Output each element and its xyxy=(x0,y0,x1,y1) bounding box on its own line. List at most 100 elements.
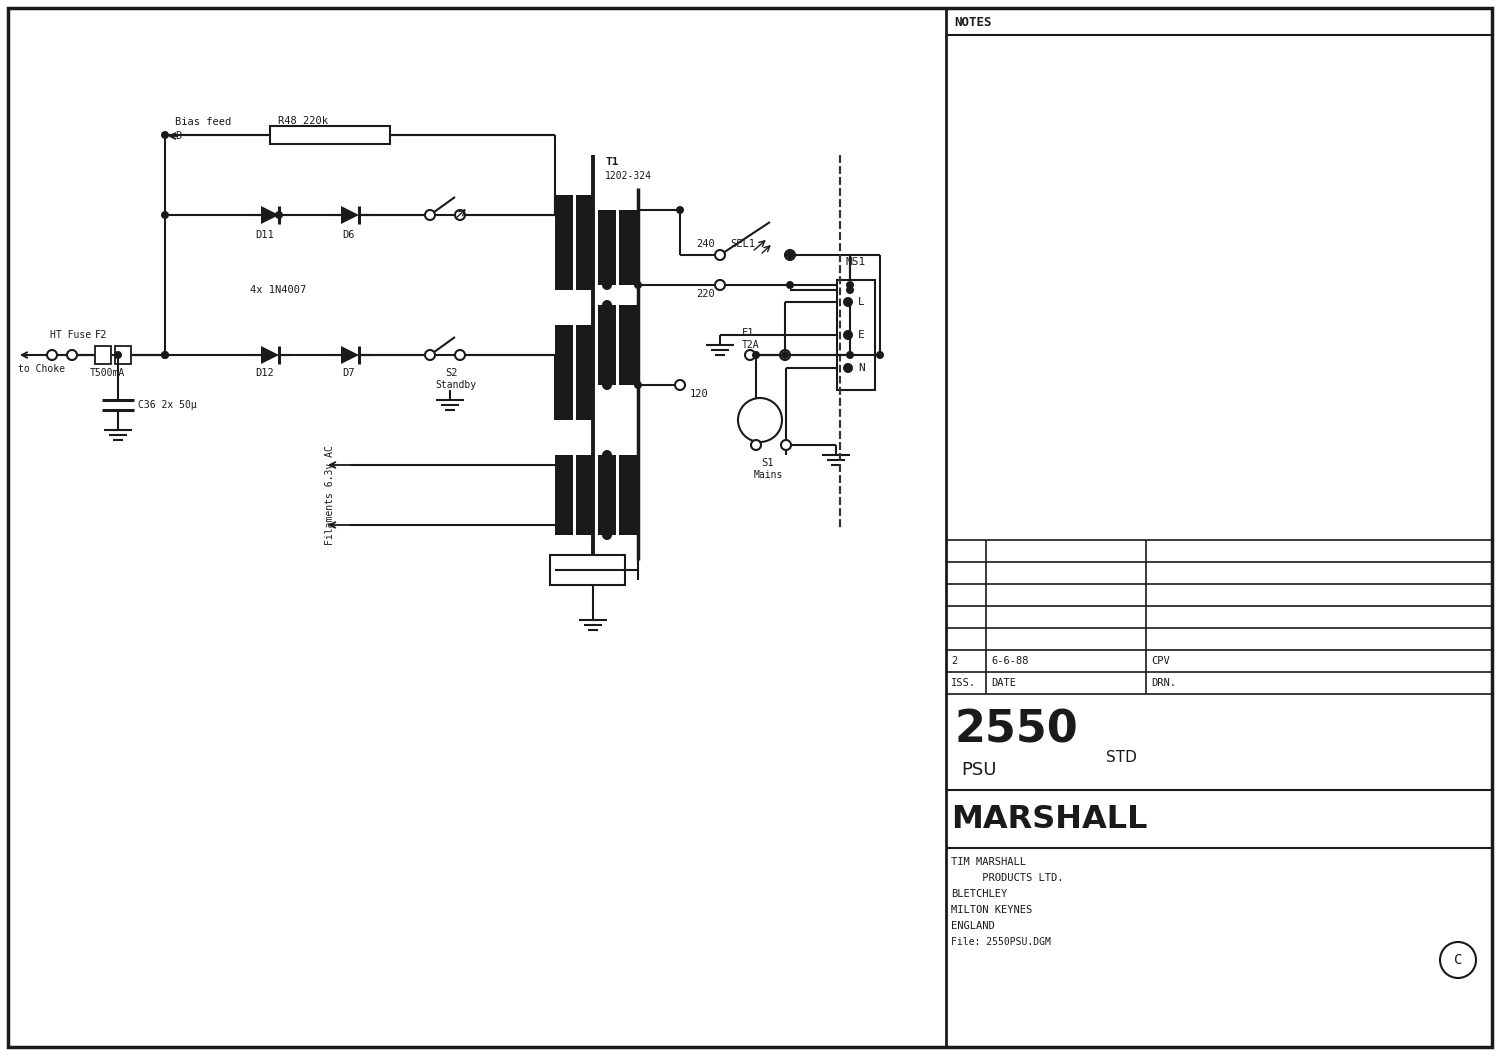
Bar xyxy=(270,126,390,143)
Circle shape xyxy=(634,281,642,289)
Bar xyxy=(550,555,626,586)
Text: C: C xyxy=(1454,953,1462,967)
Text: S1: S1 xyxy=(760,458,774,468)
Text: PRODUCTS LTD.: PRODUCTS LTD. xyxy=(951,872,1064,883)
Circle shape xyxy=(46,350,57,360)
Text: T2A: T2A xyxy=(742,340,759,350)
Text: D11: D11 xyxy=(255,230,273,239)
Bar xyxy=(94,346,111,364)
Bar xyxy=(576,195,594,290)
Bar xyxy=(576,325,594,420)
Circle shape xyxy=(454,210,465,220)
Circle shape xyxy=(68,350,76,360)
Circle shape xyxy=(786,251,794,258)
Circle shape xyxy=(752,351,760,359)
Circle shape xyxy=(780,350,790,360)
Text: 2550: 2550 xyxy=(954,709,1077,751)
Text: D12: D12 xyxy=(255,368,273,378)
Text: TIM MARSHALL: TIM MARSHALL xyxy=(951,857,1026,867)
Circle shape xyxy=(716,250,724,260)
Circle shape xyxy=(846,286,853,294)
Text: CPV: CPV xyxy=(1150,656,1170,666)
Polygon shape xyxy=(261,206,279,224)
Circle shape xyxy=(746,350,754,360)
Bar xyxy=(598,210,616,285)
Circle shape xyxy=(602,300,612,310)
Text: Mains: Mains xyxy=(754,469,783,480)
Text: F2: F2 xyxy=(94,330,108,340)
Bar xyxy=(116,346,130,364)
Text: Standby: Standby xyxy=(435,380,476,390)
Text: 120: 120 xyxy=(690,389,708,399)
Text: MARSHALL: MARSHALL xyxy=(951,804,1148,835)
Circle shape xyxy=(634,381,642,389)
Text: SEL1: SEL1 xyxy=(730,239,754,249)
Bar xyxy=(598,455,616,535)
Circle shape xyxy=(675,380,686,390)
Text: 240: 240 xyxy=(696,239,714,249)
Circle shape xyxy=(784,250,795,260)
Text: T1: T1 xyxy=(604,157,618,167)
Circle shape xyxy=(876,351,884,359)
Text: ENGLAND: ENGLAND xyxy=(951,921,994,931)
Text: N: N xyxy=(858,363,864,373)
Circle shape xyxy=(676,206,684,214)
Text: 2: 2 xyxy=(951,656,957,666)
Bar xyxy=(555,325,573,420)
Text: C36 2x 50μ: C36 2x 50μ xyxy=(138,400,196,410)
Circle shape xyxy=(738,398,782,442)
Text: D: D xyxy=(176,131,181,141)
Circle shape xyxy=(602,380,612,390)
Text: 1202-324: 1202-324 xyxy=(604,171,652,181)
Circle shape xyxy=(843,330,854,340)
Circle shape xyxy=(160,351,170,359)
Text: S2: S2 xyxy=(446,368,458,378)
Text: MILTON KEYNES: MILTON KEYNES xyxy=(951,905,1032,915)
Circle shape xyxy=(846,281,853,289)
Text: BLETCHLEY: BLETCHLEY xyxy=(951,889,1008,899)
Bar xyxy=(576,455,594,535)
Polygon shape xyxy=(261,346,279,364)
Text: 6-6-88: 6-6-88 xyxy=(992,656,1029,666)
Circle shape xyxy=(114,351,122,359)
Text: F1: F1 xyxy=(742,328,754,338)
Text: Filaments 6.3v AC: Filaments 6.3v AC xyxy=(326,445,334,545)
Circle shape xyxy=(602,450,612,460)
Circle shape xyxy=(716,280,724,290)
Bar xyxy=(620,305,638,385)
Text: File: 2550PSU.DGM: File: 2550PSU.DGM xyxy=(951,937,1052,947)
Circle shape xyxy=(424,350,435,360)
Polygon shape xyxy=(340,346,358,364)
Text: L: L xyxy=(858,298,864,307)
Circle shape xyxy=(160,351,170,359)
Circle shape xyxy=(786,281,794,289)
Bar xyxy=(837,280,874,390)
Circle shape xyxy=(843,298,854,307)
Bar xyxy=(620,455,638,535)
Text: to Choke: to Choke xyxy=(18,364,64,375)
Text: E: E xyxy=(858,330,864,340)
Text: 220: 220 xyxy=(696,289,714,299)
Circle shape xyxy=(160,131,170,139)
Circle shape xyxy=(454,350,465,360)
Text: ISS.: ISS. xyxy=(951,678,976,688)
Circle shape xyxy=(846,351,853,359)
Bar xyxy=(598,305,616,385)
Text: NOTES: NOTES xyxy=(954,16,992,28)
Text: PSU: PSU xyxy=(962,761,996,779)
Circle shape xyxy=(602,280,612,290)
Circle shape xyxy=(1440,942,1476,978)
Text: D7: D7 xyxy=(342,368,354,378)
Bar xyxy=(620,210,638,285)
Text: D6: D6 xyxy=(342,230,354,239)
Circle shape xyxy=(786,251,794,258)
Text: DRN.: DRN. xyxy=(1150,678,1176,688)
Text: STD: STD xyxy=(1106,750,1137,766)
Text: DATE: DATE xyxy=(992,678,1016,688)
Bar xyxy=(555,455,573,535)
Circle shape xyxy=(782,351,789,359)
Circle shape xyxy=(752,440,760,450)
Text: R48 220k: R48 220k xyxy=(278,116,328,126)
Circle shape xyxy=(424,210,435,220)
Circle shape xyxy=(160,211,170,219)
